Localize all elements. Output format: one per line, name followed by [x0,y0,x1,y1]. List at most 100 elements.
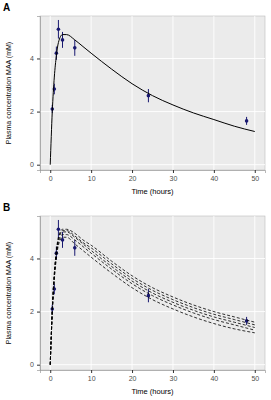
data-point [57,227,61,231]
fit-line [50,235,255,365]
fit-line [50,231,255,365]
tick-mark [50,370,51,373]
tick-label: 0 [30,361,34,368]
tick: 4 [30,255,40,262]
grid-line [172,216,173,370]
tick-mark [173,370,174,373]
tick-label: 40 [210,175,218,182]
tick-mark [37,112,40,113]
tick: 40 [210,170,218,182]
tick-mark [91,370,92,373]
data-point [245,319,249,323]
tick-mark [255,370,256,373]
tick-mark [37,165,40,166]
tick-label: 0 [30,161,34,168]
grid-line [132,16,133,170]
fit-line [50,229,255,364]
axis-line [37,17,41,171]
grid-line [40,364,265,365]
fit-line [50,232,255,365]
grid-line [132,216,133,370]
marks [50,20,255,165]
tick-label: 0 [49,175,53,182]
tick: 0 [30,161,40,168]
plot-area: 0 10 20 30 40 50 0 2 4 [30,16,265,182]
tick-mark [37,258,40,259]
tick-label: 2 [30,108,34,115]
tick-label: 30 [170,175,178,182]
marks [50,220,255,365]
y-axis-title: Plasma concentration MAA (mM) [5,42,13,144]
grid-line [254,216,255,370]
panel: 0 10 20 30 40 50 0 2 4 B Time (hours) Plasma concen… [3,202,266,396]
y-axis: 0 2 4 [30,217,40,371]
tick: 2 [30,108,40,115]
tick-label: 50 [251,375,259,382]
data-point [73,246,77,250]
grid-line [40,258,265,259]
tick: 10 [88,170,96,182]
grid-line [40,311,265,312]
axis-line [41,371,266,374]
tick-label: 20 [129,375,137,382]
panel: 01020304050024ATime (hours)Plasma concen… [3,2,266,196]
tick-mark [173,170,174,173]
data-point [73,46,77,50]
y-axis: 0 2 4 [30,17,40,171]
tick-mark [214,170,215,173]
tick: 2 [30,308,40,315]
grid-line [172,16,173,170]
grid-line [40,58,265,59]
figure: 01020304050024ATime (hours)Plasma concen… [0,0,271,400]
fit-line [50,237,255,364]
tick: 40 [210,370,218,382]
fit-line [50,35,255,165]
tick-label: 4 [30,255,34,262]
tick-label: 0 [49,375,53,382]
tick-label: 10 [88,175,96,182]
tick-label: 50 [251,175,259,182]
tick: 4 [30,55,40,62]
data-point [147,294,151,298]
tick-label: 2 [30,308,34,315]
tick-mark [91,170,92,173]
tick: 10 [88,370,96,382]
axis-line [37,217,41,371]
tick: 20 [129,170,137,182]
tick: 30 [170,370,178,382]
tick-label: 40 [210,375,218,382]
grid-line [213,16,214,170]
panel-label: B [3,202,10,213]
grid-line [91,16,92,170]
tick-label: 30 [170,375,178,382]
tick-label: 4 [30,55,34,62]
grid-line [213,216,214,370]
grid-line [40,164,265,165]
grid-line [254,16,255,170]
tick: 20 [129,370,137,382]
y-axis-title: Plasma concentration MAA (mM) [5,242,13,344]
plot-background [40,16,265,170]
tick: 50 [251,170,259,182]
x-axis-title: Time (hours) [131,187,174,196]
x-axis: 0 10 20 30 40 50 [41,170,266,182]
tick-mark [214,370,215,373]
tick-mark [132,170,133,173]
grid-line [40,111,265,112]
plot-area: 0 10 20 30 40 50 0 2 4 [30,216,265,382]
x-axis-title: Time (hours) [131,387,174,396]
tick-mark [37,58,40,59]
tick: 0 [49,370,53,382]
grid-line [91,216,92,370]
tick-mark [37,365,40,366]
axis-line [41,171,266,174]
tick-mark [37,312,40,313]
tick: 0 [49,170,53,182]
data-point [245,119,249,123]
plot-background [40,216,265,370]
tick: 0 [30,361,40,368]
data-point [61,38,65,42]
x-axis: 0 10 20 30 40 50 [41,370,266,382]
tick-label: 10 [88,375,96,382]
tick: 50 [251,370,259,382]
